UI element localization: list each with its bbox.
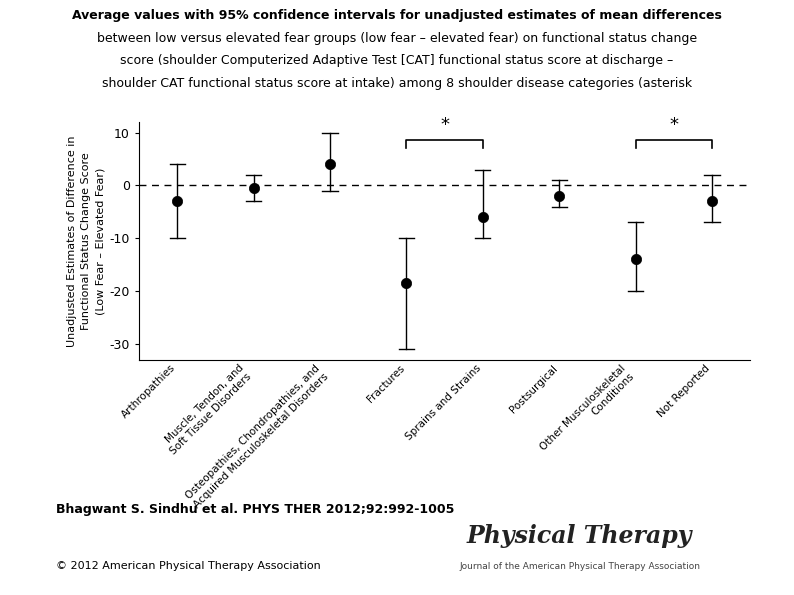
Text: shoulder CAT functional status score at intake) among 8 shoulder disease categor: shoulder CAT functional status score at … <box>102 77 692 90</box>
Text: Average values with 95% confidence intervals for unadjusted estimates of mean di: Average values with 95% confidence inter… <box>72 9 722 22</box>
Text: *: * <box>440 115 449 134</box>
Text: Sprains and Strains: Sprains and Strains <box>403 363 483 442</box>
Y-axis label: Unadjusted Estimates of Difference in
Functional Status Change Score
(Low Fear –: Unadjusted Estimates of Difference in Fu… <box>67 135 106 347</box>
Text: Physical Therapy: Physical Therapy <box>467 524 692 547</box>
Text: Bhagwant S. Sindhu et al. PHYS THER 2012;92:992-1005: Bhagwant S. Sindhu et al. PHYS THER 2012… <box>56 503 454 516</box>
Text: © 2012 American Physical Therapy Association: © 2012 American Physical Therapy Associa… <box>56 561 320 571</box>
Text: *: * <box>669 115 678 134</box>
Text: between low versus elevated fear groups (low fear – elevated fear) on functional: between low versus elevated fear groups … <box>97 32 697 45</box>
Text: Arthropathies: Arthropathies <box>120 363 177 421</box>
Point <box>400 278 413 288</box>
Text: Other Musculoskeletal
Conditions: Other Musculoskeletal Conditions <box>538 363 636 461</box>
Point <box>476 212 489 222</box>
Text: score (shoulder Computerized Adaptive Test [CAT] functional status score at disc: score (shoulder Computerized Adaptive Te… <box>121 54 673 67</box>
Text: Postsurgical: Postsurgical <box>507 363 559 415</box>
Text: Muscle, Tendon, and
Soft Tissue Disorders: Muscle, Tendon, and Soft Tissue Disorder… <box>160 363 253 456</box>
Text: Journal of the American Physical Therapy Association: Journal of the American Physical Therapy… <box>459 562 700 571</box>
Text: Not Reported: Not Reported <box>657 363 712 419</box>
Point <box>247 183 260 193</box>
Point <box>553 191 565 201</box>
Point <box>706 196 719 206</box>
Point <box>324 159 337 169</box>
Text: Osteopathies, Chondropathies, and
Acquired Musculoskeletal Disorders: Osteopathies, Chondropathies, and Acquir… <box>183 363 330 510</box>
Text: Fractures: Fractures <box>365 363 407 404</box>
Point <box>630 255 642 264</box>
Point <box>171 196 183 206</box>
